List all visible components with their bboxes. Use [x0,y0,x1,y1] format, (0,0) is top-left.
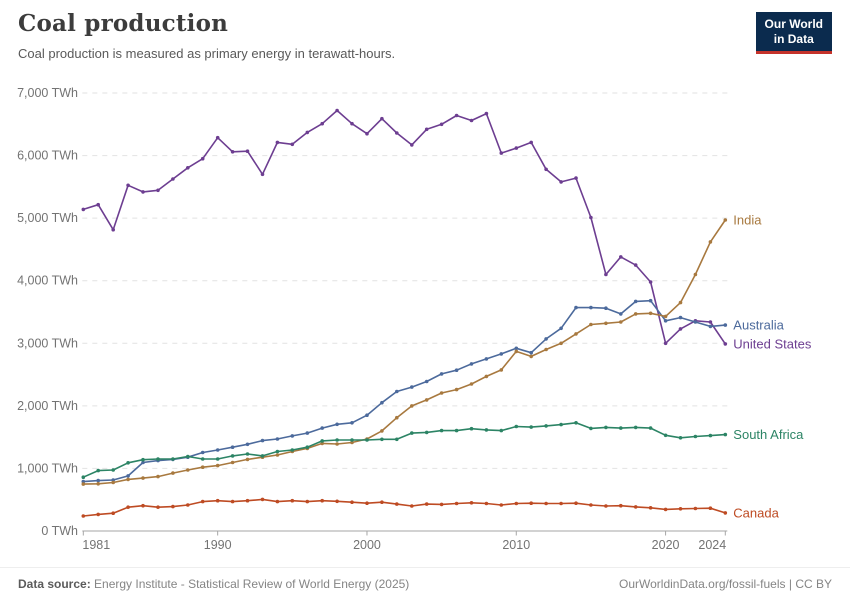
x-tick-label: 2024 [698,538,726,552]
series-line-canada[interactable] [83,498,726,517]
y-tick-label: 3,000 TWh [17,336,78,350]
x-axis [82,530,728,536]
chart-header: Coal production Coal production is measu… [18,10,832,61]
x-tick-label: 2000 [353,538,381,552]
series-line-australia[interactable] [83,299,726,483]
data-source-label: Data source: [18,577,91,591]
y-tick-label: 6,000 TWh [17,149,78,163]
series-india[interactable]: India [81,213,763,486]
x-tick-label: 1990 [204,538,232,552]
y-tick-label: 0 TWh [41,524,78,538]
x-tick-label: 2020 [652,538,680,552]
y-tick-label: 4,000 TWh [17,274,78,288]
series-line-south-africa[interactable] [82,421,726,478]
footer-license[interactable]: CC BY [795,577,832,591]
x-tick-label: 1981 [82,538,110,552]
series-label-australia[interactable]: Australia [733,318,784,333]
chart-subtitle: Coal production is measured as primary e… [18,46,396,61]
footer-links: OurWorldinData.org/fossil-fuels | CC BY [619,577,832,600]
y-tick-label: 7,000 TWh [17,86,78,100]
footer-url[interactable]: OurWorldinData.org/fossil-fuels [619,577,786,591]
y-tick-label: 5,000 TWh [17,211,78,225]
series-south-africa[interactable]: South Africa [81,421,805,480]
series-united-states[interactable]: United States [81,108,812,352]
page-title: Coal production [18,10,229,37]
footer-separator: | [785,577,796,591]
series-line-united-states[interactable] [83,109,726,345]
gridlines [82,92,728,469]
series-canada[interactable]: Canada [81,497,780,521]
data-source-text: Energy Institute - Statistical Review of… [90,577,410,591]
owid-logo-line2: in Data [773,32,814,46]
series-label-india[interactable]: India [733,213,762,228]
x-axis-labels: 1981 1990 2000 2010 2020 2024 [82,538,726,552]
chart-footer: Data source: Energy Institute - Statisti… [0,567,850,600]
series-label-canada[interactable]: Canada [733,505,779,520]
data-source: Data source: Energy Institute - Statisti… [18,577,409,600]
owid-logo-line1: Our World [764,17,823,31]
series-line-india[interactable] [83,219,726,485]
series-label-united-states[interactable]: United States [733,336,812,351]
x-tick-label: 2010 [502,538,530,552]
y-tick-label: 1,000 TWh [17,461,78,475]
y-axis-labels: 0 TWh 1,000 TWh 2,000 TWh 3,000 TWh 4,000 TW… [17,86,78,538]
owid-logo: Our World in Data [755,12,832,54]
y-tick-label: 2,000 TWh [17,399,78,413]
series-label-south-africa[interactable]: South Africa [733,427,804,442]
